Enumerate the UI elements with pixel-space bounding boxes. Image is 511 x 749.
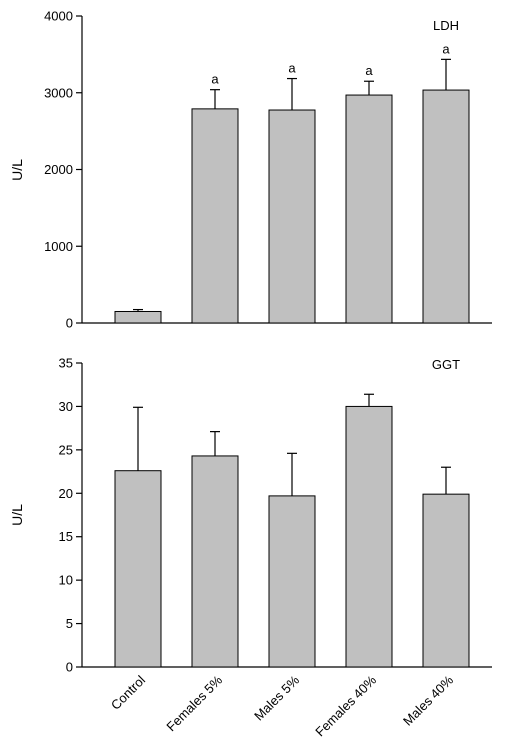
y-axis-label: U/L	[9, 159, 25, 181]
y-tick-label: 2000	[44, 162, 73, 177]
y-tick-label: 30	[59, 399, 73, 414]
bar-5	[422, 493, 470, 668]
y-tick-label: 1000	[44, 239, 73, 254]
y-tick-label: 35	[59, 356, 73, 371]
y-tick-label: 10	[59, 573, 73, 588]
y-tick-label: 25	[59, 442, 73, 457]
y-tick-label: 0	[66, 660, 73, 675]
significance-label: a	[365, 63, 373, 78]
x-category-label: Females 40%	[312, 672, 379, 739]
x-category-label: Males 5%	[251, 672, 302, 723]
bar-2	[191, 455, 239, 668]
bar-1	[114, 470, 162, 668]
significance-label: a	[211, 72, 219, 87]
significance-label: a	[442, 41, 450, 56]
bar-4	[345, 94, 393, 324]
bar-3	[268, 495, 316, 668]
chart-panel-ggt: 0 5 10 15 20 25 30 35 U/L GGT Control Females 5% Mal…	[9, 356, 492, 739]
panel-label: GGT	[432, 357, 460, 372]
y-tick-label: 15	[59, 529, 73, 544]
y-tick-label: 4000	[44, 9, 73, 24]
significance-label: a	[288, 61, 296, 76]
x-category-label: Males 40%	[400, 672, 456, 728]
bar-5	[422, 89, 470, 324]
chart-panel-ldh: 0 1000 2000 3000 4000 U/L LDH a a a a	[9, 9, 492, 331]
bar-1	[114, 310, 162, 324]
y-tick-label: 5	[66, 616, 73, 631]
y-axis-label: U/L	[9, 504, 25, 526]
panel-label: LDH	[433, 18, 459, 33]
bar-2	[191, 108, 239, 324]
y-tick-label: 20	[59, 486, 73, 501]
y-tick-label: 0	[66, 316, 73, 331]
x-category-label: Control	[108, 672, 148, 712]
bar-4	[345, 405, 393, 668]
y-tick-label: 3000	[44, 85, 73, 100]
x-category-label: Females 5%	[163, 672, 225, 734]
bar-3	[268, 109, 316, 324]
